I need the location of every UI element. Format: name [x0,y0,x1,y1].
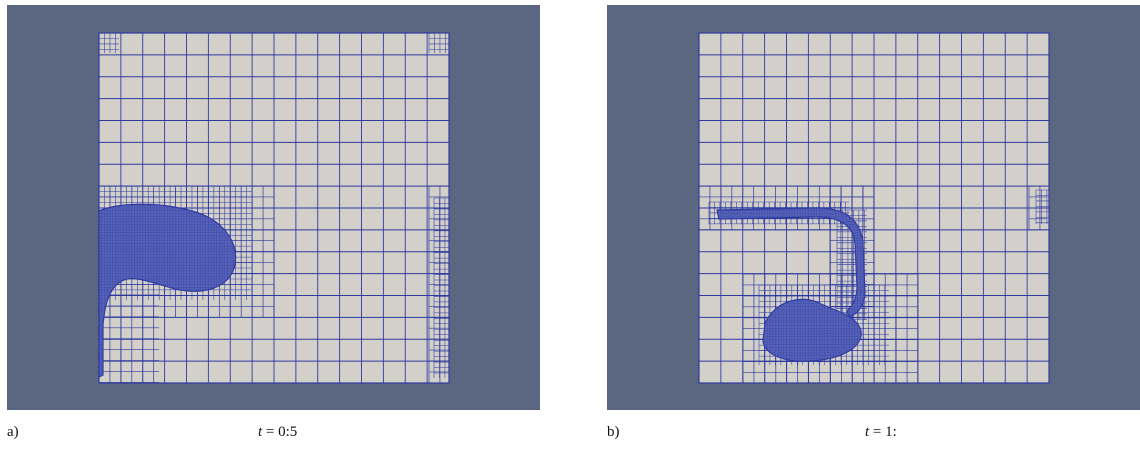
refine-medium-1 [428,185,449,384]
mesh-view-b [607,5,1140,410]
panel-a-letter: a) [7,424,19,440]
domain-border [98,32,450,384]
panel-a-time-var: t [258,424,263,440]
refine-medium-3 [1028,185,1047,231]
refine-fine-1 [433,197,449,378]
domain-border [698,32,1050,384]
mesh-panel-a [7,5,540,410]
panel-a-time-label: t = 0:5 [258,423,297,441]
panel-b-letter: b) [607,424,620,440]
mesh-view-a [7,5,540,410]
panel-a-time-value: = 0:5 [262,424,298,440]
fluid-mesh-0 [99,204,236,377]
refine-fine-3 [1035,189,1049,224]
panel-b-time-label: t = 1: [865,423,897,441]
panel-b-time-value: = 1: [869,424,897,440]
panel-b-time-var: t [865,424,870,440]
mesh-panel-b [607,5,1140,410]
